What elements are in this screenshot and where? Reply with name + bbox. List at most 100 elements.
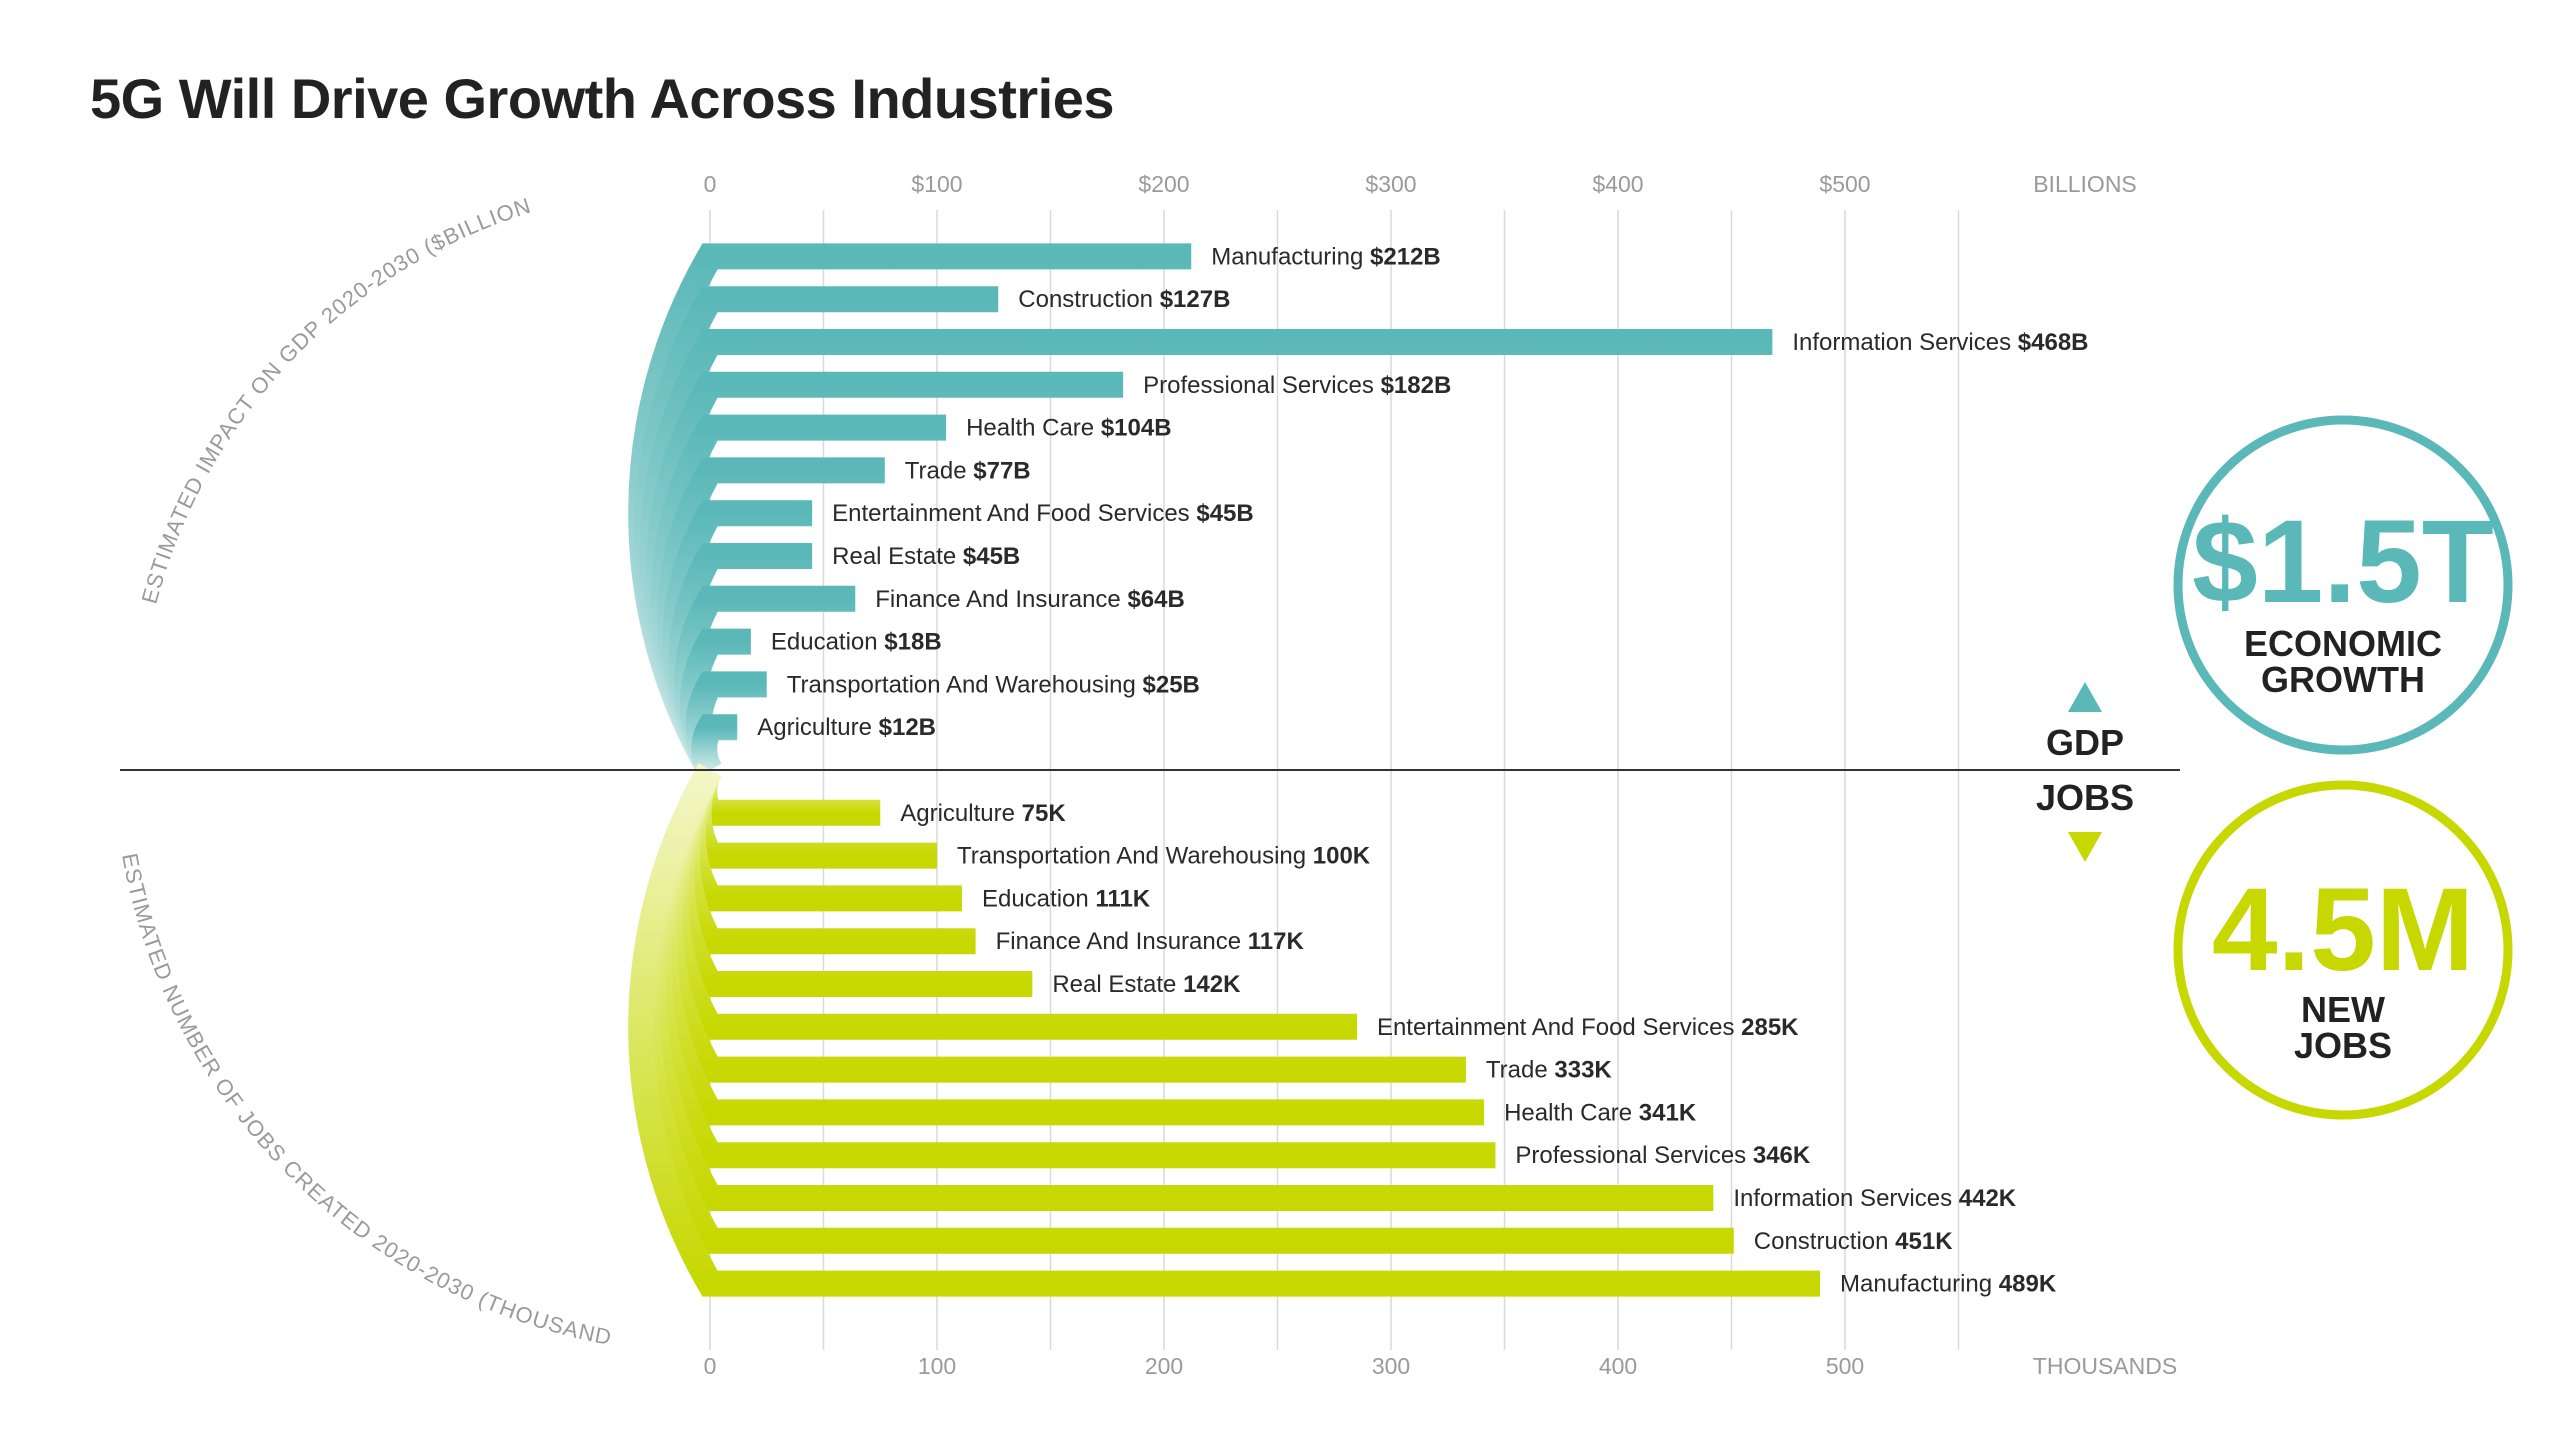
gdp-up-arrow-icon <box>2068 682 2102 712</box>
gdp-indicator-label: GDP <box>2046 722 2124 763</box>
bar-label: Professional Services 346K <box>1515 1142 1810 1169</box>
gdp-summary-badge: $1.5T ECONOMIC GROWTH <box>2173 415 2513 755</box>
bar-value: $45B <box>1196 500 1253 527</box>
bar-category: Health Care <box>966 415 1101 442</box>
bar-label: Manufacturing 489K <box>1840 1271 2057 1298</box>
bar-label: Health Care $104B <box>966 415 1171 442</box>
bar-category: Real Estate <box>832 543 963 570</box>
gdp-summary-value: $1.5T <box>2192 496 2494 628</box>
jobs-indicator-label: JOBS <box>2036 777 2134 818</box>
bar-category: Manufacturing <box>1840 1271 1999 1298</box>
bar-category: Entertainment And Food Services <box>1377 1014 1741 1041</box>
bar-category: Construction <box>1754 1228 1895 1255</box>
jobs-bar-agriculture: Agriculture 75K <box>691 763 1066 827</box>
chart-title: 5G Will Drive Growth Across Industries <box>90 67 1115 130</box>
bar-label: Entertainment And Food Services $45B <box>832 500 1254 527</box>
jobs-summary-line2: JOBS <box>2294 1025 2392 1066</box>
bar-value: 75K <box>1022 800 1067 827</box>
bar-category: Finance And Insurance <box>875 586 1127 613</box>
bar-value: 341K <box>1639 1099 1697 1126</box>
bar-label: Manufacturing $212B <box>1211 243 1441 270</box>
bar-label: Construction 451K <box>1754 1228 1953 1255</box>
bar-label: Information Services $468B <box>1792 329 2088 356</box>
bar-category: Education <box>771 629 884 656</box>
bar-label: Professional Services $182B <box>1143 372 1451 399</box>
tick-label: $400 <box>1592 171 1643 197</box>
bar-category: Information Services <box>1733 1185 1958 1212</box>
bar-category: Professional Services <box>1143 372 1380 399</box>
bar-value: $104B <box>1101 415 1172 442</box>
tick-label: 200 <box>1145 1353 1183 1379</box>
tick-label: 0 <box>704 171 717 197</box>
bar-shape <box>645 763 1496 1169</box>
bar-category: Construction <box>1018 286 1159 313</box>
gdp-bar-agriculture: Agriculture $12B <box>691 714 936 777</box>
bar-shape <box>633 763 1734 1254</box>
bar-value: $468B <box>2018 329 2089 356</box>
jobs-bar-education: Education 111K <box>679 763 1151 912</box>
jobs-down-arrow-icon <box>2068 832 2102 862</box>
bar-label: Education 111K <box>982 885 1151 912</box>
bar-shape <box>691 763 881 826</box>
tick-label: $200 <box>1138 171 1189 197</box>
bar-value: $77B <box>973 457 1030 484</box>
bar-shape <box>691 714 738 777</box>
bar-label: Finance And Insurance 117K <box>996 928 1305 955</box>
jobs-summary-badge: 4.5M NEW JOBS <box>2173 780 2513 1120</box>
bar-category: Transportation And Warehousing <box>957 843 1313 870</box>
bar-category: Real Estate <box>1052 971 1183 998</box>
bar-label: Finance And Insurance $64B <box>875 586 1185 613</box>
bar-label: Trade 333K <box>1486 1057 1613 1084</box>
bar-category: Health Care <box>1504 1099 1639 1126</box>
bar-label: Agriculture $12B <box>757 714 936 741</box>
bar-value: 285K <box>1741 1014 1799 1041</box>
bar-value: 333K <box>1554 1057 1612 1084</box>
bar-category: Agriculture <box>900 800 1021 827</box>
bar-value: 117K <box>1248 928 1305 955</box>
bar-label: Transportation And Warehousing 100K <box>957 843 1371 870</box>
bar-value: $64B <box>1127 586 1184 613</box>
bar-label: Information Services 442K <box>1733 1185 2016 1212</box>
bar-value: $25B <box>1143 671 1200 698</box>
gdp-bar-education: Education $18B <box>679 629 942 777</box>
bar-value: 346K <box>1753 1142 1811 1169</box>
jobs-axis-ticks: 0 100 200 300 400 500 <box>704 1353 1865 1379</box>
bar-value: $45B <box>963 543 1020 570</box>
bar-value: $12B <box>879 714 936 741</box>
jobs-bar-manufacturing: Manufacturing 489K <box>628 763 2057 1298</box>
bar-value: $212B <box>1370 243 1441 270</box>
bar-shape <box>645 371 1124 777</box>
bar-label: Real Estate 142K <box>1052 971 1241 998</box>
bar-value: 451K <box>1895 1228 1953 1255</box>
bar-label: Health Care 341K <box>1504 1099 1697 1126</box>
tick-label: 400 <box>1599 1353 1637 1379</box>
bar-category: Manufacturing <box>1211 243 1370 270</box>
svg-text:ESTIMATED IMPACT ON GDP 2020-2: ESTIMATED IMPACT ON GDP 2020-2030 ($BILL… <box>0 0 534 606</box>
jobs-bars: Agriculture 75K Transportation And Wareho… <box>628 763 2057 1298</box>
bar-label: Agriculture 75K <box>900 800 1066 827</box>
bar-shape <box>639 329 1773 777</box>
bar-category: Finance And Insurance <box>996 928 1248 955</box>
bar-label: Transportation And Warehousing $25B <box>787 671 1200 698</box>
tick-label: $100 <box>911 171 962 197</box>
tick-label: 500 <box>1826 1353 1864 1379</box>
gdp-axis-unit: BILLIONS <box>2033 171 2137 197</box>
bar-category: Professional Services <box>1515 1142 1752 1169</box>
tick-label: 100 <box>918 1353 956 1379</box>
bar-category: Entertainment And Food Services <box>832 500 1196 527</box>
gdp-axis-ticks: 0 $100 $200 $300 $400 $500 <box>704 171 1871 197</box>
gdp-bars: Manufacturing $212B Construction $127B Inf… <box>628 243 2089 777</box>
bar-value: 111K <box>1095 885 1150 912</box>
jobs-summary-line1: NEW <box>2301 989 2385 1030</box>
tick-label: 0 <box>704 1353 717 1379</box>
bar-value: 142K <box>1183 971 1241 998</box>
bar-label: Construction $127B <box>1018 286 1230 313</box>
bar-category: Agriculture <box>757 714 878 741</box>
bar-category: Trade <box>905 457 973 484</box>
tick-label: $500 <box>1819 171 1870 197</box>
bar-category: Information Services <box>1792 329 2017 356</box>
bar-category: Transportation And Warehousing <box>787 671 1143 698</box>
bar-label: Trade $77B <box>905 457 1031 484</box>
tick-label: $300 <box>1365 171 1416 197</box>
